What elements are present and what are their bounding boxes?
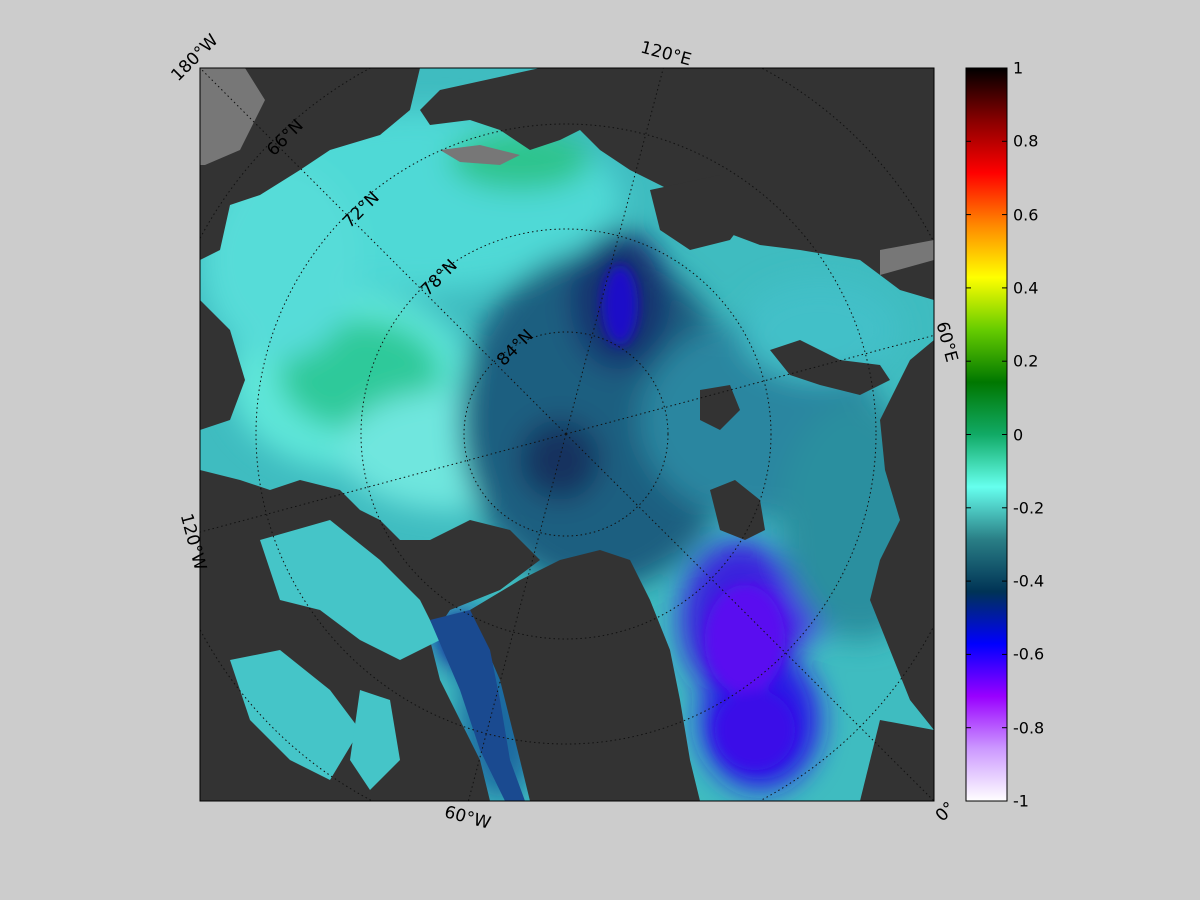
- land-shelf: [200, 68, 934, 275]
- colorbar-tick-label: 0.4: [1013, 278, 1039, 298]
- colorbar-tick-label: -0.4: [1013, 571, 1045, 591]
- colorbar-tick-marks: [966, 67, 1007, 802]
- colorbar-tick-label: 0.8: [1013, 131, 1039, 151]
- colorbar-tick-label: -0.2: [1013, 498, 1045, 518]
- colorbar-tick-label: 1: [1013, 58, 1024, 78]
- colorbar-tick-label: 0.2: [1013, 351, 1039, 371]
- colorbar-tick-label: 0.6: [1013, 205, 1039, 225]
- baffin-bay: [430, 610, 525, 801]
- channels: [230, 520, 440, 790]
- graticule: [200, 68, 934, 801]
- colorbar-tick-label: -1: [1013, 791, 1029, 811]
- colorbar-tick-label: -0.6: [1013, 644, 1045, 664]
- colorbar: [965, 67, 1008, 802]
- colorbar-tick-label: 0: [1013, 425, 1024, 444]
- map-frame: [199, 67, 935, 802]
- map-area: [200, 68, 934, 801]
- colorbar-tick-label: -0.8: [1013, 718, 1045, 738]
